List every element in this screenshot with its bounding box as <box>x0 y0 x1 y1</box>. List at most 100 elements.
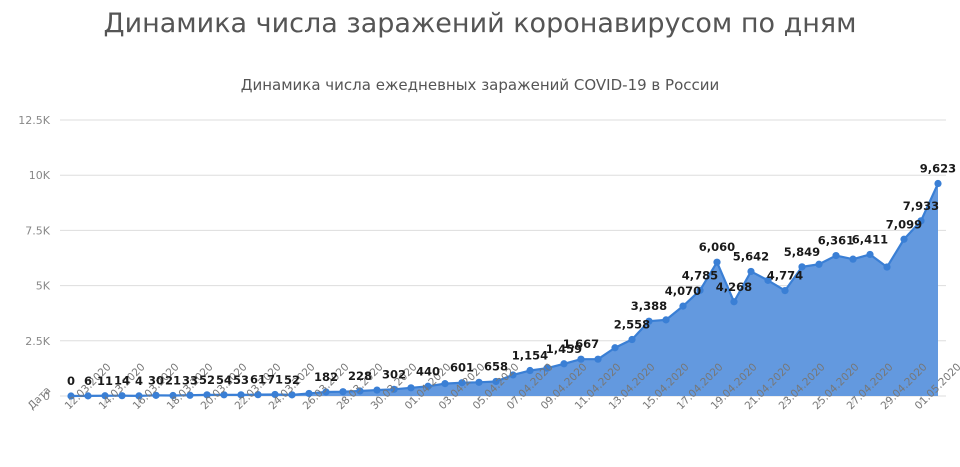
data-point-marker[interactable] <box>271 390 279 399</box>
y-tick-label: 0 <box>43 390 50 403</box>
data-point-value-label: 9,623 <box>920 162 956 176</box>
data-point-marker[interactable] <box>441 380 449 388</box>
data-point-value-label: 4,785 <box>682 268 718 282</box>
data-point-marker[interactable] <box>101 392 109 400</box>
data-point-marker[interactable] <box>203 391 211 399</box>
data-point-marker[interactable] <box>305 389 313 398</box>
data-point-marker[interactable] <box>696 286 704 294</box>
data-point-value-label: 440 <box>416 364 440 378</box>
data-point-value-label: 658 <box>484 359 508 373</box>
data-point-value-label: 1,667 <box>563 337 599 351</box>
data-point-marker[interactable] <box>764 276 772 284</box>
data-point-value-label: 6,361 <box>818 234 854 248</box>
data-point-value-label: 5,642 <box>733 249 769 263</box>
data-point-labels: 0 6 11 14 4 30 21 33 52 54 53 61 71 52 182 228 302 440 601… <box>67 162 956 388</box>
data-point-value-label: 302 <box>382 367 406 381</box>
data-point-marker[interactable] <box>526 366 534 375</box>
area-fill-path <box>71 183 938 396</box>
data-point-marker[interactable] <box>679 302 687 310</box>
data-point-marker[interactable] <box>237 391 245 399</box>
series-markers[interactable] <box>67 179 942 400</box>
y-axis-tick-labels: 0 2.5K 5K 7.5K 10K 12.5K <box>18 114 50 403</box>
data-point-value-label: 1,154 <box>512 349 548 363</box>
data-point-value-label: 21 <box>165 374 181 388</box>
data-point-marker[interactable] <box>475 378 483 386</box>
data-point-marker[interactable] <box>509 371 517 379</box>
data-point-value-label: 4,268 <box>716 280 752 294</box>
data-point-marker[interactable] <box>322 388 330 396</box>
data-point-marker[interactable] <box>815 260 823 268</box>
data-point-marker[interactable] <box>917 217 925 225</box>
data-point-marker[interactable] <box>798 263 806 271</box>
data-point-marker[interactable] <box>577 355 585 363</box>
data-point-value-label: 54 <box>216 373 232 387</box>
data-point-value-label: 4 <box>135 374 143 388</box>
data-point-value-label: 2,558 <box>614 318 650 332</box>
data-point-value-label: 182 <box>314 370 338 384</box>
data-point-marker[interactable] <box>118 392 126 400</box>
data-point-value-label: 14 <box>114 374 130 388</box>
y-tick-label: 7.5K <box>25 224 50 237</box>
data-point-marker[interactable] <box>594 355 602 363</box>
data-point-marker[interactable] <box>135 392 143 400</box>
data-point-value-label: 61 <box>250 373 266 387</box>
data-point-marker[interactable] <box>747 267 755 276</box>
data-point-marker[interactable] <box>645 317 653 325</box>
data-point-marker[interactable] <box>883 263 891 271</box>
data-point-value-label: 71 <box>267 372 283 386</box>
data-point-marker[interactable] <box>730 298 738 306</box>
data-point-marker[interactable] <box>356 387 364 395</box>
data-point-value-label: 228 <box>348 369 372 383</box>
chart-subtitle: Динамика числа ежедневных заражений COVI… <box>240 76 720 94</box>
data-point-marker[interactable] <box>662 316 670 324</box>
data-point-marker[interactable] <box>543 364 551 372</box>
data-point-marker[interactable] <box>781 286 789 295</box>
data-point-value-label: 6 <box>84 374 92 388</box>
data-point-value-label: 5,849 <box>784 245 820 259</box>
data-point-value-label: 53 <box>233 373 249 387</box>
data-point-marker[interactable] <box>67 392 75 400</box>
data-point-value-label: 7,099 <box>886 217 922 231</box>
y-tick-label: 12.5K <box>18 114 50 127</box>
data-point-value-label: 6,411 <box>852 232 888 246</box>
y-tick-label: 10K <box>29 169 51 182</box>
data-point-marker[interactable] <box>492 377 500 386</box>
data-point-marker[interactable] <box>373 386 381 394</box>
data-point-marker[interactable] <box>611 344 619 352</box>
data-point-marker[interactable] <box>186 391 194 399</box>
data-point-value-label: 601 <box>450 361 474 375</box>
data-point-marker[interactable] <box>934 179 942 188</box>
series-line-path <box>70 183 940 398</box>
data-point-marker[interactable] <box>254 391 262 399</box>
data-point-marker[interactable] <box>84 392 92 400</box>
data-point-value-label: 30 <box>148 373 164 387</box>
data-point-marker[interactable] <box>169 391 177 400</box>
data-point-marker[interactable] <box>628 335 636 344</box>
data-point-marker[interactable] <box>424 382 432 390</box>
data-point-marker[interactable] <box>220 391 228 399</box>
data-point-marker[interactable] <box>900 235 908 243</box>
data-point-marker[interactable] <box>288 391 296 399</box>
y-tick-label: 5K <box>36 280 51 293</box>
y-tick-label: 2.5K <box>25 335 50 348</box>
data-point-marker[interactable] <box>152 391 160 399</box>
data-point-marker[interactable] <box>458 379 466 387</box>
data-point-marker[interactable] <box>390 385 398 393</box>
series-line <box>70 183 940 398</box>
series-area-fill <box>71 183 938 396</box>
data-point-marker[interactable] <box>866 250 874 259</box>
data-point-value-label: 7,933 <box>903 199 939 213</box>
data-point-value-label: 52 <box>199 373 215 387</box>
data-point-marker[interactable] <box>832 251 840 260</box>
data-point-value-label: 4,070 <box>665 284 701 298</box>
data-point-marker[interactable] <box>339 388 347 396</box>
data-point-marker[interactable] <box>407 384 415 392</box>
data-point-value-label: 6,060 <box>699 240 735 254</box>
data-point-value-label: 1,459 <box>546 342 582 356</box>
data-point-value-label: 4,774 <box>767 269 803 283</box>
data-point-marker[interactable] <box>713 258 721 266</box>
data-point-marker[interactable] <box>849 255 857 263</box>
data-point-value-label: 11 <box>97 374 113 388</box>
data-point-marker[interactable] <box>560 360 568 368</box>
